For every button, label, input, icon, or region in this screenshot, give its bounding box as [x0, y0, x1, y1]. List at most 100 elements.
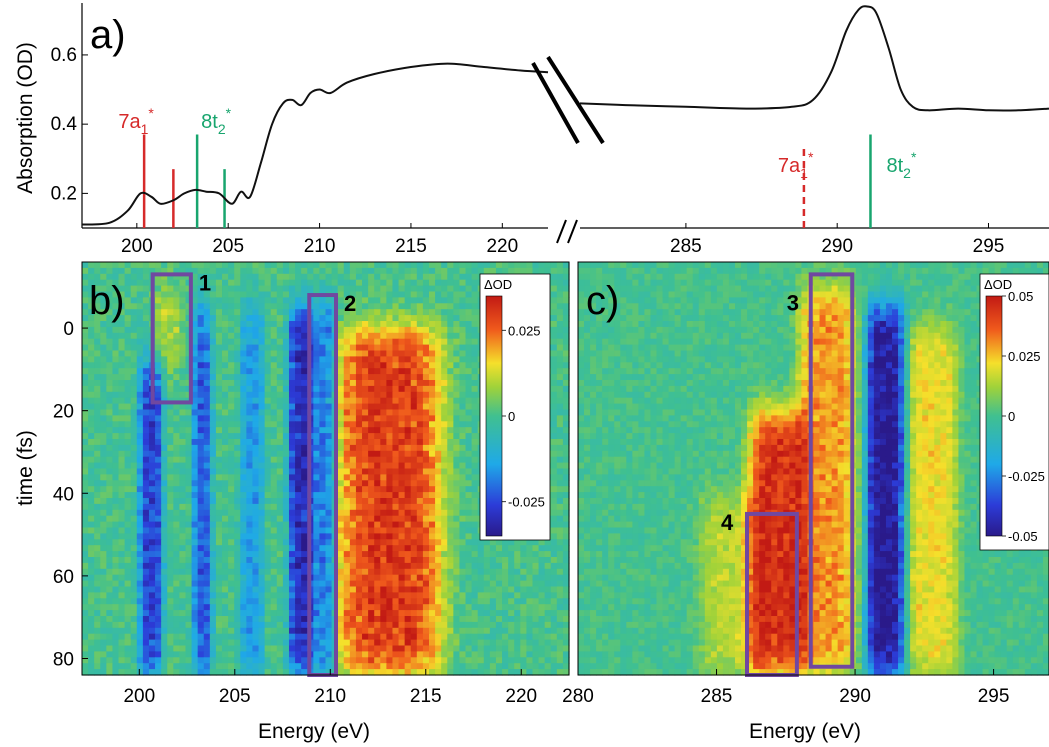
panel-b-heatmap-cell — [453, 303, 461, 310]
panel-b-heatmap-cell — [270, 291, 278, 298]
panel-b-heatmap-cell — [404, 267, 412, 275]
panel-b-heatmap-cell — [532, 586, 540, 593]
panel-b-heatmap-cell — [106, 462, 114, 470]
panel-b-heatmap-cell — [124, 409, 132, 416]
panel-b-heatmap-cell — [209, 450, 217, 458]
panel-b-heatmap-cell — [136, 380, 144, 387]
panel-b-heatmap-cell — [343, 480, 351, 487]
panel-b-heatmap-cell — [422, 492, 430, 499]
panel-b-heatmap-cell — [106, 391, 114, 399]
panel-b-heatmap-cell — [258, 462, 266, 470]
panel-b-heatmap-cell — [288, 273, 296, 281]
panel-b-heatmap-cell — [252, 368, 260, 375]
panel-b-heatmap-cell — [82, 598, 89, 605]
panel-b-heatmap-cell — [191, 598, 199, 605]
panel-b-heatmap-cell — [118, 580, 126, 588]
panel-b-heatmap-cell — [288, 574, 296, 582]
panel-b-heatmap-cell — [301, 574, 308, 582]
panel-b-heatmap-cell — [82, 385, 89, 393]
panel-b-heatmap-cell — [453, 527, 461, 534]
panel-b-heatmap-cell — [435, 480, 442, 487]
panel-b-heatmap-cell — [435, 421, 442, 428]
panel-b-heatmap-cell — [313, 503, 321, 511]
panel-b-heatmap-cell — [349, 574, 357, 582]
panel-b-heatmap-cell — [453, 557, 461, 564]
panel-b-heatmap-cell — [197, 409, 205, 416]
panel-b-heatmap-cell — [209, 415, 217, 422]
panel-b-heatmap-cell — [82, 509, 89, 517]
panel-b-heatmap-cell — [234, 350, 241, 357]
panel-b-heatmap-cell — [313, 433, 321, 440]
panel-b-heatmap-cell — [416, 456, 424, 464]
panel-b-heatmap-cell — [325, 380, 333, 387]
panel-b-heatmap-cell — [508, 586, 515, 593]
panel-b-heatmap-cell — [130, 433, 138, 440]
panel-b-heatmap-cell — [264, 592, 272, 599]
panel-b-heatmap-cell — [453, 297, 461, 304]
panel-b-heatmap-cell — [282, 462, 290, 470]
panel-b-heatmap-cell — [374, 385, 381, 393]
panel-b-heatmap-cell — [82, 356, 89, 363]
panel-b-heatmap-cell — [276, 533, 284, 540]
panel-b-heatmap-cell — [301, 321, 308, 328]
panel-b-heatmap-cell — [288, 521, 296, 529]
panel-b-heatmap-cell — [197, 604, 205, 611]
panel-b-heatmap-cell — [410, 592, 418, 599]
panel-b-heatmap-cell — [167, 332, 174, 340]
panel-b-heatmap-cell — [422, 468, 430, 475]
panel-b-heatmap-cell — [228, 391, 235, 399]
panel-b-heatmap-cell — [197, 380, 205, 387]
panel-b-heatmap-cell — [337, 545, 345, 552]
panel-b-heatmap-cell — [441, 315, 448, 322]
panel-b-heatmap-cell — [209, 592, 217, 599]
panel-b-heatmap-cell — [441, 480, 448, 487]
panel-b-heatmap-cell — [112, 338, 120, 346]
panel-b-heatmap-cell — [374, 350, 381, 357]
panel-b-heatmap-cell — [88, 598, 95, 605]
panel-b-heatmap-cell — [234, 557, 241, 564]
panel-b-heatmap-cell — [234, 356, 241, 363]
panel-b-heatmap-cell — [441, 350, 448, 357]
panel-b-heatmap-cell — [471, 362, 479, 369]
panel-b-heatmap-cell — [148, 509, 156, 517]
panel-b-heatmap-cell — [276, 492, 284, 499]
panel-b-heatmap-cell — [392, 315, 400, 322]
panel-b-heatmap-cell — [422, 539, 430, 546]
panel-b-heatmap-cell — [173, 586, 180, 593]
panel-b-heatmap-cell — [136, 368, 144, 375]
panel-b-heatmap-cell — [392, 509, 400, 517]
panel-b-heatmap-cell — [112, 610, 120, 617]
panel-b-heatmap-cell — [234, 421, 241, 428]
panel-b-heatmap-cell — [228, 610, 235, 617]
panel-b-heatmap-cell — [428, 539, 436, 546]
panel-b-heatmap-cell — [301, 444, 308, 452]
panel-b-heatmap-cell — [185, 356, 193, 363]
panel-b-heatmap-cell — [82, 397, 89, 405]
panel-b-heatmap-cell — [179, 391, 187, 399]
panel-b-heatmap-cell — [179, 344, 187, 352]
panel-b-heatmap-cell — [82, 557, 89, 564]
panel-b-heatmap-cell — [520, 267, 527, 275]
panel-b-heatmap-cell — [222, 551, 229, 558]
panel-b-heatmap-cell — [392, 439, 400, 446]
panel-b-heatmap-cell — [422, 315, 430, 322]
panel-b-heatmap-cell — [368, 450, 375, 458]
panel-b-heatmap-cell — [240, 474, 247, 481]
panel-b-heatmap-cell — [465, 468, 473, 475]
panel-b-heatmap-cell — [355, 403, 363, 411]
panel-b-heatmap-cell — [246, 391, 254, 399]
panel-b-heatmap-cell — [337, 557, 345, 564]
panel-b-heatmap-cell — [404, 586, 412, 593]
panel-b-heatmap-cell — [349, 610, 357, 617]
panel-b-heatmap-cell — [368, 610, 375, 617]
panel-b-heatmap-cell — [386, 427, 394, 434]
panel-b-heatmap-cell — [313, 356, 321, 363]
panel-b-heatmap-cell — [295, 533, 302, 540]
panel-b-heatmap-cell — [556, 262, 564, 269]
panel-b-heatmap-cell — [118, 610, 126, 617]
panel-b-heatmap-cell — [228, 574, 235, 582]
panel-b-heatmap-cell — [495, 610, 503, 617]
panel-b-heatmap-cell — [550, 574, 558, 582]
axis-break-mark-large-2 — [546, 55, 605, 145]
panel-b-heatmap-cell — [349, 604, 357, 611]
